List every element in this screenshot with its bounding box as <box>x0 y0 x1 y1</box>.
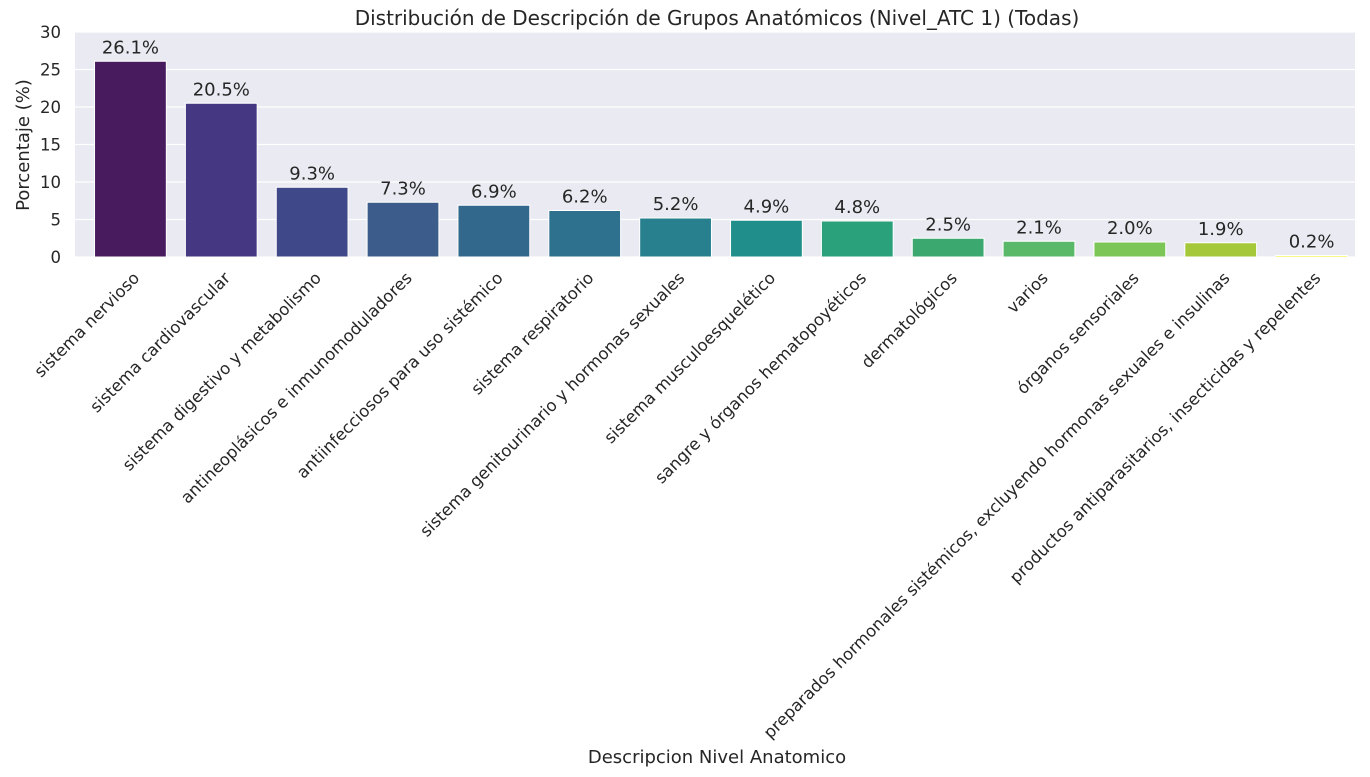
bar <box>911 237 985 258</box>
x-tick-label: varios <box>1003 268 1052 317</box>
y-tick-label: 0 <box>51 248 62 267</box>
y-tick-label: 5 <box>51 211 62 230</box>
bar-data-label: 4.8% <box>834 197 880 218</box>
y-tick-label: 15 <box>40 136 61 155</box>
bar <box>1184 242 1258 258</box>
x-tick-label: preparados hormonales sistémicos, excluy… <box>760 268 1234 742</box>
bar-data-label: 2.0% <box>1107 218 1153 239</box>
x-tick-label: productos antiparasitarios, insecticidas… <box>1006 268 1325 587</box>
bar-data-label: 26.1% <box>102 37 159 58</box>
bar-data-label: 6.2% <box>562 187 608 208</box>
bar <box>94 60 167 258</box>
bar-data-label: 4.9% <box>744 196 790 217</box>
bar-data-label: 9.3% <box>289 163 335 184</box>
bar-data-label: 5.2% <box>653 194 699 215</box>
bar-data-label: 20.5% <box>193 79 250 100</box>
bar-data-label: 7.3% <box>380 178 426 199</box>
bar <box>1002 240 1076 258</box>
x-tick-label: dermatológicos <box>857 268 961 372</box>
bar <box>1275 255 1348 258</box>
bar <box>730 219 803 258</box>
bar-data-label: 0.2% <box>1289 232 1335 253</box>
bar <box>820 220 894 258</box>
bar <box>1093 241 1167 258</box>
bar-data-label: 2.5% <box>925 214 971 235</box>
x-tick-label: sistema musculoesquelético <box>600 268 779 447</box>
x-tick-label: antiinfecciosos para uso sistémico <box>293 268 507 482</box>
bar-data-label: 2.1% <box>1016 217 1062 238</box>
y-tick-label: 20 <box>40 98 61 117</box>
bar <box>457 204 531 258</box>
bars <box>94 60 1348 258</box>
bar-data-label: 6.9% <box>471 181 517 202</box>
bar <box>639 217 712 258</box>
bar <box>366 201 440 258</box>
x-axis-label: Descripcion Nivel Anatomico <box>588 747 846 768</box>
y-tick-label: 25 <box>40 61 61 80</box>
data-labels: 26.1% 20.5% 9.3% 7.3% 6.9% 6.2% 5.2% 4.9% 4.8% 2.… <box>102 37 1335 252</box>
bar <box>184 102 258 258</box>
bar <box>548 210 622 258</box>
bar <box>275 186 349 258</box>
x-tick-label: sistema digestivo y metabolismo <box>119 268 325 474</box>
y-tick-label: 30 <box>40 23 61 42</box>
chart-title: Distribución de Descripción de Grupos An… <box>355 6 1080 30</box>
y-tick-label: 10 <box>40 173 61 192</box>
x-tick-label: sangre y órganos hematopoyéticos <box>651 268 870 487</box>
y-axis-label: Porcentaje (%) <box>13 79 34 211</box>
bar-data-label: 1.9% <box>1198 219 1244 240</box>
y-axis-ticks: 0 5 10 15 20 25 30 <box>40 23 61 267</box>
